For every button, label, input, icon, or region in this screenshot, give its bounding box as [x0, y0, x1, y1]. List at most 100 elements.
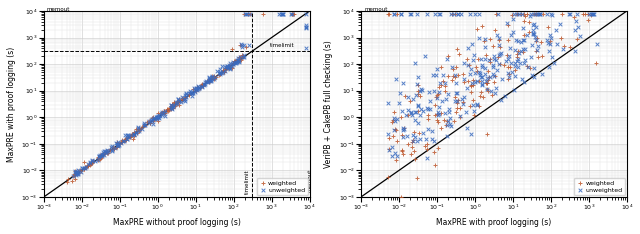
unweighted [435, 81, 445, 85]
unweighted [549, 61, 559, 65]
unweighted [508, 17, 518, 21]
unweighted [508, 30, 518, 34]
unweighted [450, 99, 460, 102]
unweighted [406, 110, 416, 113]
unweighted [199, 82, 209, 86]
weighted [476, 90, 486, 94]
weighted [415, 94, 426, 98]
unweighted [476, 76, 486, 79]
weighted [459, 80, 469, 84]
weighted [167, 102, 177, 106]
weighted [385, 12, 395, 15]
unweighted [122, 138, 132, 141]
unweighted [550, 28, 561, 31]
unweighted [482, 87, 492, 91]
unweighted [84, 161, 95, 165]
unweighted [233, 58, 243, 62]
unweighted [387, 145, 397, 149]
unweighted [193, 86, 204, 90]
unweighted [488, 66, 498, 69]
unweighted [191, 88, 202, 92]
weighted [145, 121, 155, 124]
unweighted [389, 117, 399, 120]
unweighted [509, 61, 520, 65]
weighted [81, 165, 91, 168]
unweighted [191, 87, 201, 91]
weighted [148, 115, 159, 119]
unweighted [99, 153, 109, 157]
weighted [68, 174, 78, 177]
weighted [525, 66, 535, 70]
weighted [127, 132, 138, 136]
weighted [221, 68, 231, 71]
weighted [475, 94, 485, 98]
unweighted [70, 170, 80, 174]
unweighted [102, 148, 113, 151]
unweighted [286, 12, 296, 15]
unweighted [444, 110, 454, 113]
unweighted [179, 97, 189, 101]
unweighted [137, 127, 147, 131]
weighted [502, 23, 513, 27]
weighted [166, 104, 176, 107]
unweighted [509, 74, 520, 78]
unweighted [151, 115, 161, 119]
unweighted [416, 88, 426, 91]
weighted [102, 150, 112, 153]
weighted [237, 56, 248, 59]
unweighted [518, 26, 529, 30]
unweighted [227, 64, 237, 68]
unweighted [97, 154, 107, 157]
unweighted [187, 94, 197, 98]
unweighted [411, 93, 421, 96]
unweighted [194, 85, 204, 89]
unweighted [166, 108, 177, 111]
unweighted [475, 71, 485, 75]
unweighted [207, 75, 218, 78]
unweighted [129, 133, 140, 137]
weighted [491, 12, 501, 15]
weighted [454, 52, 464, 55]
unweighted [384, 148, 394, 152]
unweighted [416, 107, 426, 111]
weighted [429, 113, 440, 117]
unweighted [452, 91, 462, 94]
unweighted [225, 66, 235, 69]
weighted [287, 12, 297, 15]
unweighted [493, 43, 504, 47]
weighted [412, 92, 422, 95]
weighted [184, 92, 194, 96]
unweighted [477, 83, 487, 87]
weighted [214, 73, 224, 77]
unweighted [204, 76, 214, 80]
unweighted [160, 109, 170, 113]
weighted [132, 131, 142, 135]
weighted [115, 141, 125, 145]
weighted [396, 195, 406, 199]
unweighted [469, 71, 479, 75]
unweighted [451, 91, 461, 95]
unweighted [477, 75, 487, 79]
weighted [133, 128, 143, 131]
Text: memout: memout [308, 169, 313, 192]
unweighted [433, 112, 444, 115]
weighted [95, 155, 105, 158]
unweighted [489, 58, 499, 61]
unweighted [504, 75, 515, 79]
weighted [70, 170, 80, 173]
weighted [390, 128, 400, 131]
unweighted [245, 12, 255, 15]
unweighted [513, 12, 524, 15]
weighted [225, 65, 235, 69]
weighted [156, 112, 166, 115]
unweighted [186, 91, 196, 95]
unweighted [212, 69, 223, 73]
unweighted [526, 12, 536, 15]
weighted [455, 106, 465, 110]
unweighted [242, 12, 252, 15]
unweighted [564, 12, 574, 15]
unweighted [134, 129, 145, 132]
weighted [451, 95, 461, 99]
unweighted [122, 138, 132, 141]
weighted [230, 59, 240, 62]
